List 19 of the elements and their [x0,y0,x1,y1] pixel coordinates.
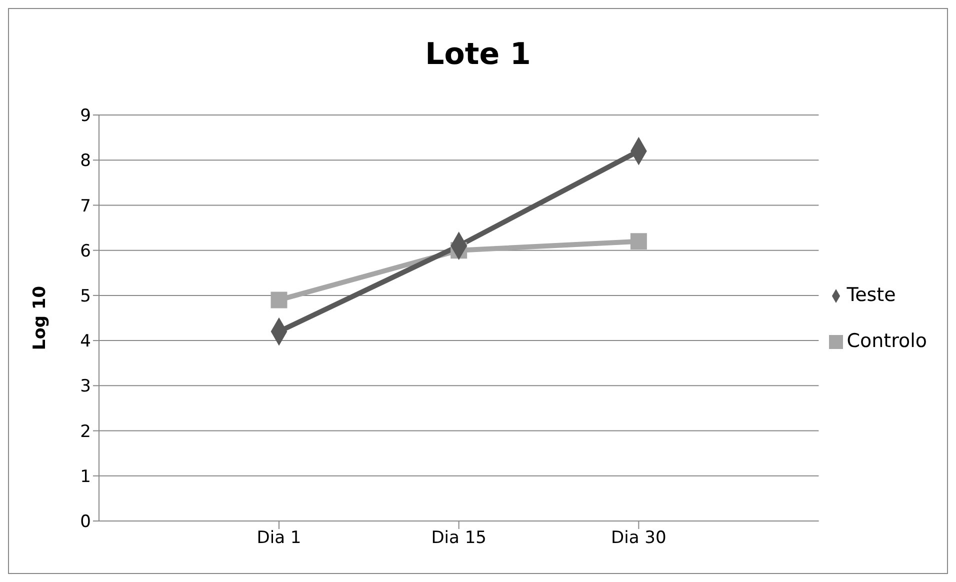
y-tick-label: 8 [80,151,91,172]
y-tick-label: 6 [80,241,91,262]
legend-label: Teste [846,284,896,306]
y-tick-label: 5 [80,286,91,306]
point [630,233,647,250]
y-axis-title: Log 10 [30,286,50,350]
x-tick-label: Dia 30 [611,528,666,548]
y-tick-label: 1 [80,466,91,487]
y-tick-label: 9 [80,106,91,126]
y-tick-label: 4 [80,332,91,352]
legend-label: Controlo [846,330,927,352]
x-tick-label: Dia 1 [256,528,302,548]
x-tick-label: Dia 15 [431,528,486,548]
chart-title: Lote 1 [424,36,532,72]
point [270,292,288,308]
y-tick-label: 7 [80,196,91,216]
y-tick-label: 0 [80,512,91,532]
y-tick-label: 2 [80,422,91,442]
y-tick-label: 3 [80,376,91,397]
